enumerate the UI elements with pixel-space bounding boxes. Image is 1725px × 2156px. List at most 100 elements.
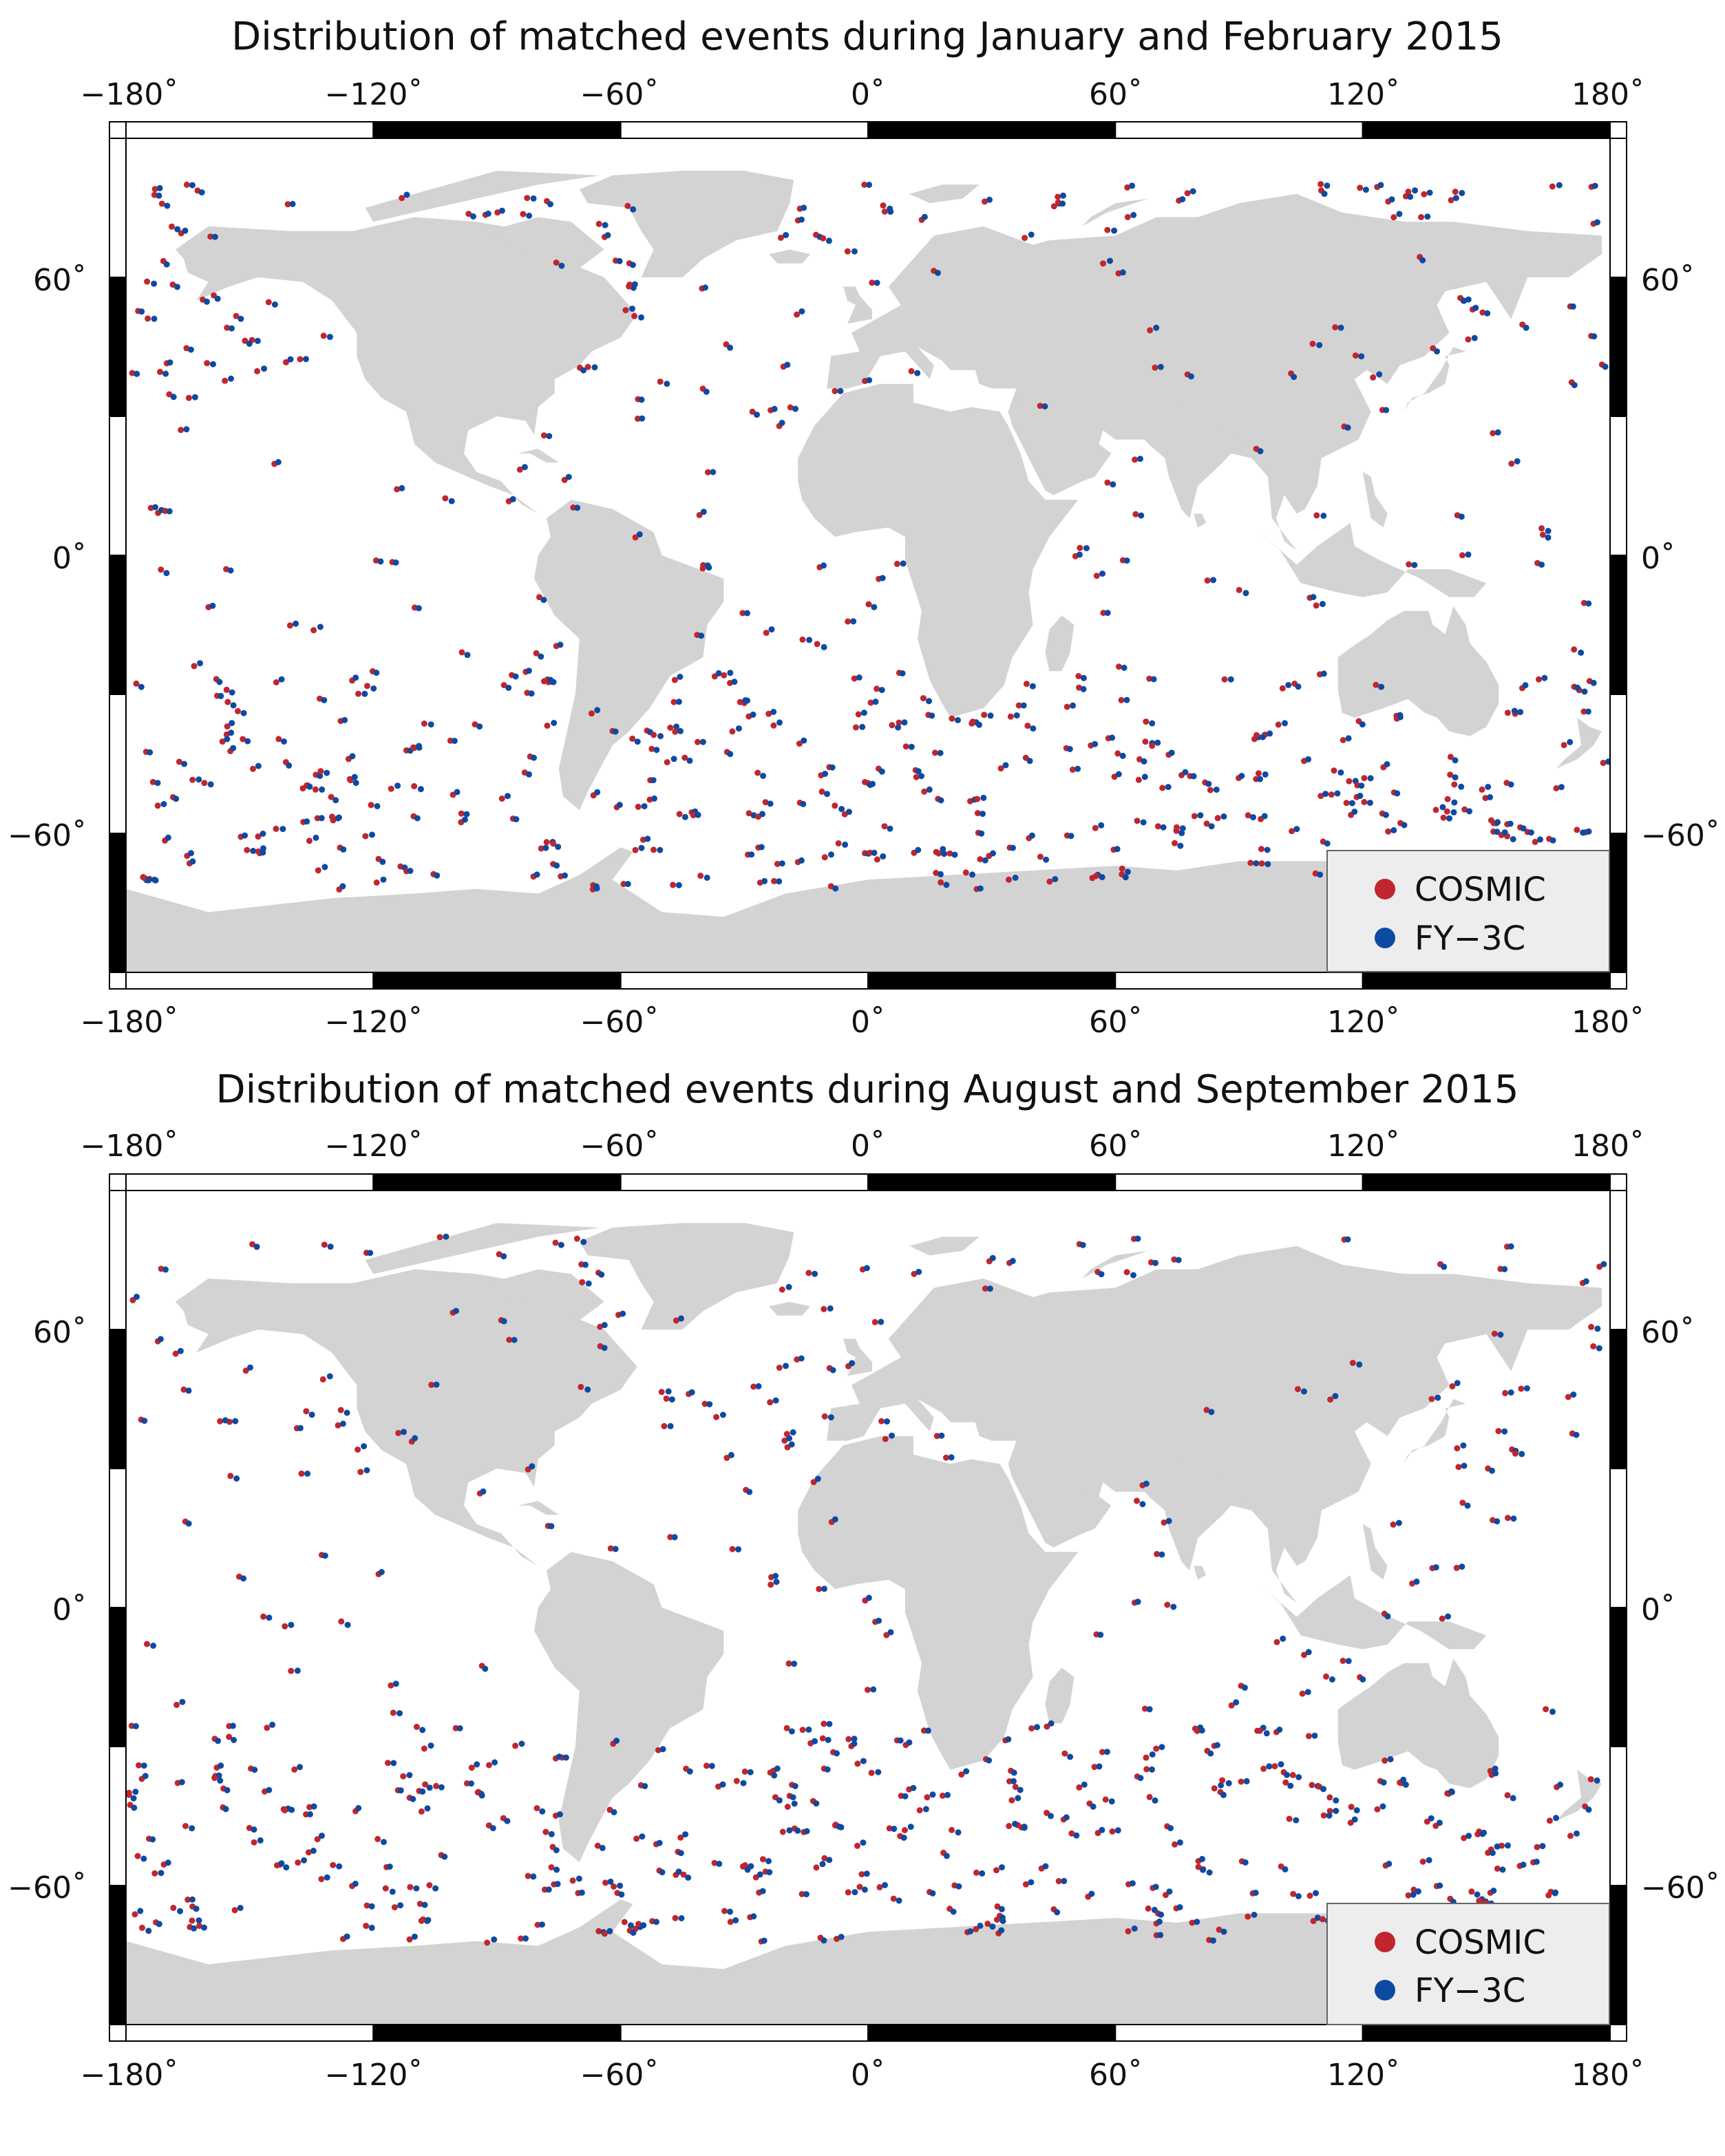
- fy3c-point: [254, 337, 261, 344]
- cosmic-point: [798, 1890, 805, 1897]
- fy3c-point: [1448, 1788, 1455, 1795]
- cosmic-point: [540, 432, 547, 439]
- fy3c-point: [1362, 186, 1369, 193]
- fy3c-point: [224, 736, 231, 743]
- cosmic-point: [855, 711, 862, 718]
- fy3c-point: [1210, 577, 1217, 584]
- cosmic-point: [240, 736, 246, 743]
- cosmic-point: [318, 1876, 325, 1883]
- cosmic-point: [1093, 573, 1100, 579]
- cosmic-point: [856, 1883, 863, 1890]
- fy3c-point: [897, 1737, 904, 1744]
- cosmic-point: [395, 1429, 402, 1436]
- fy3c-point: [791, 1800, 798, 1807]
- cosmic-point: [931, 749, 938, 756]
- lat-tick-label-left: 60˚: [33, 1315, 87, 1350]
- cosmic-point: [151, 186, 158, 193]
- land-greenland: [579, 171, 794, 277]
- cosmic-point: [314, 1836, 321, 1843]
- fy3c-point: [1253, 860, 1260, 866]
- cosmic-point: [1132, 456, 1139, 463]
- fy3c-point: [665, 1388, 672, 1395]
- fy3c-point: [361, 1443, 368, 1450]
- cosmic-point: [667, 1534, 674, 1541]
- fy3c-point: [551, 720, 558, 726]
- fy3c-point: [870, 1686, 877, 1693]
- fy3c-point: [940, 846, 946, 853]
- fy3c-point: [1170, 1603, 1177, 1610]
- fy3c-point: [321, 1552, 328, 1559]
- fy3c-point: [731, 679, 738, 685]
- fy3c-point: [821, 643, 827, 650]
- cosmic-point: [484, 1939, 491, 1946]
- fy3c-point: [1207, 1750, 1214, 1757]
- fy3c-point: [1068, 833, 1075, 840]
- fy3c-point: [656, 1839, 663, 1846]
- fy3c-point: [132, 1722, 139, 1729]
- cosmic-point: [1512, 1450, 1518, 1457]
- fy3c-point: [986, 1757, 993, 1764]
- legend-box: [1326, 850, 1610, 972]
- fy3c-point: [1278, 1761, 1284, 1768]
- fy3c-point: [850, 618, 857, 625]
- fy3c-point: [288, 1806, 295, 1813]
- fy3c-point: [1552, 1890, 1558, 1897]
- fy3c-point: [1043, 856, 1050, 863]
- cosmic-point: [223, 686, 230, 693]
- cosmic-point: [416, 1901, 423, 1908]
- cosmic-point: [516, 466, 523, 473]
- fy3c-point: [1465, 551, 1472, 558]
- land-philippines: [1362, 471, 1388, 528]
- cosmic-point: [1361, 775, 1368, 782]
- cosmic-point: [1119, 865, 1125, 872]
- lon-tick-label: 0˚: [851, 2058, 885, 2093]
- cosmic-point: [191, 663, 198, 670]
- fy3c-point: [1042, 1863, 1049, 1870]
- fy3c-point: [784, 361, 791, 368]
- cosmic-point: [1549, 183, 1556, 190]
- fy3c-point: [1585, 1806, 1592, 1813]
- land-arctic-islands: [365, 171, 600, 222]
- cosmic-point: [407, 1883, 414, 1890]
- fy3c-point: [1124, 868, 1131, 875]
- fy3c-point: [468, 1780, 474, 1787]
- fy3c-point: [1149, 1751, 1156, 1758]
- fy3c-point: [584, 1386, 591, 1393]
- cosmic-point: [920, 695, 927, 702]
- fy3c-point: [1220, 1928, 1227, 1935]
- fy3c-point: [1257, 448, 1264, 455]
- cosmic-point: [282, 1807, 288, 1814]
- fy3c-point: [613, 1738, 620, 1744]
- fy3c-point: [744, 1866, 751, 1873]
- cosmic-point: [650, 846, 657, 853]
- land-baffin: [489, 217, 604, 268]
- fy3c-point: [326, 334, 333, 341]
- cosmic-point: [1152, 364, 1158, 371]
- cosmic-point: [1449, 1383, 1456, 1389]
- fy3c-point: [1557, 1782, 1563, 1788]
- cosmic-point: [805, 1270, 812, 1277]
- fy3c-point: [989, 1255, 996, 1261]
- fy3c-point: [629, 306, 635, 312]
- fy3c-point: [774, 1765, 781, 1772]
- fy3c-point: [602, 222, 608, 228]
- cosmic-point: [1142, 738, 1149, 745]
- fy3c-point: [177, 1908, 184, 1914]
- cosmic-point: [337, 1407, 344, 1413]
- fy3c-point: [230, 745, 237, 751]
- fy3c-point: [1028, 1879, 1035, 1886]
- fy3c-point: [792, 1783, 798, 1789]
- fy3c-point: [1167, 1825, 1174, 1832]
- fy3c-point: [189, 1896, 195, 1903]
- fy3c-point: [851, 1889, 858, 1896]
- fy3c-point: [1594, 1777, 1600, 1784]
- cosmic-point: [1532, 839, 1538, 845]
- fy3c-point: [474, 1761, 480, 1768]
- fy3c-point: [727, 751, 734, 758]
- cosmic-point: [1253, 732, 1260, 738]
- fy3c-point: [653, 747, 660, 754]
- fy3c-point: [866, 377, 873, 383]
- fy3c-point: [419, 1788, 426, 1795]
- fy3c-point: [783, 232, 790, 239]
- fy3c-point: [414, 815, 421, 822]
